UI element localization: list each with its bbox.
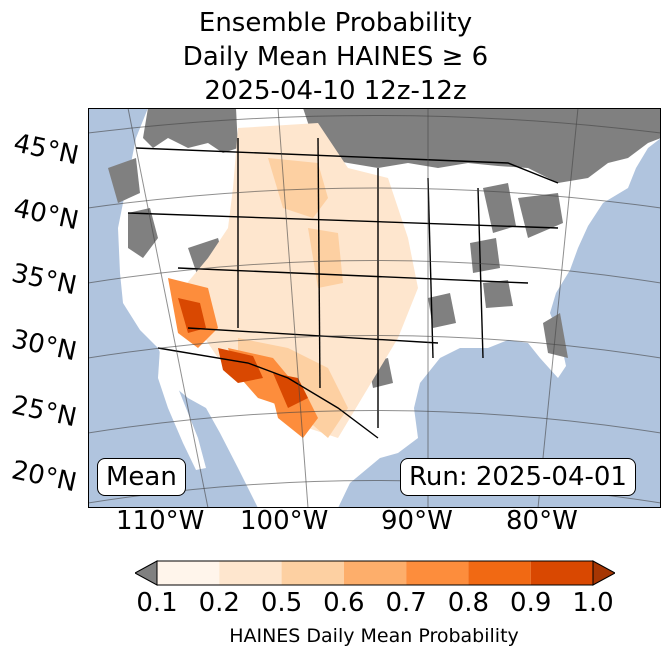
colorbar-segment (530, 561, 593, 585)
colorbar-tick-label: 0.2 (198, 588, 240, 618)
colorbar-segment (343, 561, 407, 585)
lon-label-80: 80°W (506, 506, 578, 536)
lon-label-100: 100°W (240, 506, 329, 536)
colorbar-segment (219, 561, 282, 585)
lat-label-25: 25°N (8, 390, 80, 434)
title-line-1: Ensemble Probability (198, 8, 473, 38)
colorbar-tick-label: 1.0 (572, 588, 614, 618)
colorbar-tick-label: 0.7 (385, 588, 427, 618)
colorbar-tick-label: 0.9 (510, 588, 552, 618)
lat-label-30: 30°N (8, 324, 80, 368)
lat-label-45: 45°N (10, 128, 82, 172)
run-box: Run: 2025-04-01 (400, 458, 636, 496)
colorbar-under-arrow (135, 560, 158, 586)
lat-label-35: 35°N (8, 258, 80, 302)
lat-label-40: 40°N (10, 193, 82, 237)
colorbar-frame (156, 560, 594, 586)
colorbar-tick-label: 0.6 (323, 588, 365, 618)
lat-label-20: 20°N (8, 455, 80, 499)
colorbar-tick-label: 0.8 (447, 588, 490, 618)
probability-map (88, 108, 661, 508)
colorbar-segment (157, 561, 220, 585)
prob-region-0.9 (178, 298, 308, 408)
colorbar-tick-label: 0.1 (136, 588, 178, 618)
colorbar-segment (468, 561, 531, 585)
title-line-3: 2025-04-10 12z-12z (204, 76, 467, 106)
title-line-2: Daily Mean HAINES ≥ 6 (182, 42, 489, 72)
stat-box: Mean (97, 458, 186, 496)
graticule (88, 108, 661, 508)
state-borders (127, 137, 559, 439)
colorbar (135, 560, 615, 586)
colorbar-segment (281, 561, 344, 585)
colorbar-segment (406, 561, 469, 585)
colorbar-tick-label: 0.5 (260, 588, 303, 618)
lon-label-110: 110°W (116, 506, 205, 536)
colorbar-label: HAINES Daily Mean Probability (229, 625, 519, 647)
colorbar-over-arrow (592, 560, 615, 586)
lon-label-90: 90°W (381, 506, 453, 536)
map-frame (88, 108, 661, 508)
